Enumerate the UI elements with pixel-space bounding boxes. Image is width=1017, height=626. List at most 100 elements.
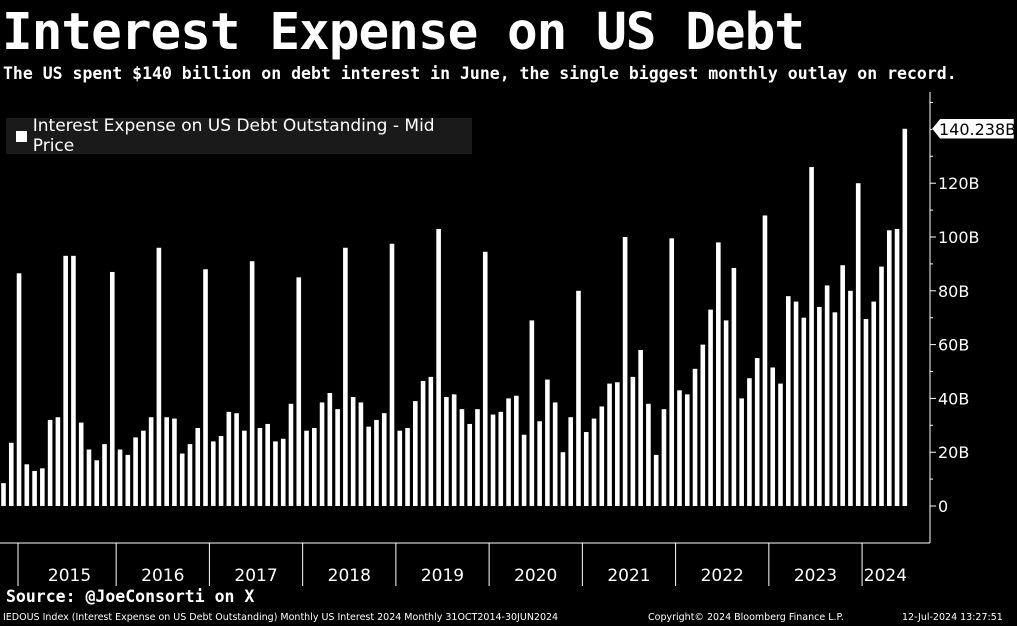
bar [692, 368, 698, 506]
bar [16, 273, 22, 506]
bar [436, 228, 441, 506]
bar [249, 261, 255, 506]
bar [141, 430, 146, 506]
bar [366, 426, 371, 506]
bar [824, 285, 830, 506]
last-value-label: 140.238B [939, 120, 1016, 139]
bar [226, 411, 232, 506]
bar [894, 228, 900, 506]
x-tick-label: 2019 [421, 566, 464, 586]
bar [343, 247, 348, 506]
bar [172, 418, 177, 506]
bar [164, 417, 169, 506]
bar [879, 266, 884, 506]
bar [459, 409, 465, 506]
bar [218, 436, 224, 506]
bar [521, 434, 527, 506]
bar [203, 269, 208, 506]
bar [86, 449, 92, 506]
bar [754, 358, 760, 506]
bar [125, 454, 131, 506]
bar [646, 403, 651, 506]
y-tick-label: 60B [938, 336, 969, 355]
bar [397, 430, 403, 506]
bar [653, 454, 659, 506]
bar [591, 418, 597, 506]
bar [350, 397, 356, 506]
x-tick-label: 2017 [234, 566, 277, 586]
bar [886, 230, 892, 506]
bar [234, 413, 239, 506]
bar [444, 397, 449, 506]
bar [24, 464, 30, 506]
bar [179, 453, 185, 506]
bar [778, 383, 783, 506]
bar [327, 393, 333, 506]
bar [677, 390, 682, 506]
bar [708, 309, 713, 506]
bar [71, 255, 76, 506]
bar [482, 251, 488, 506]
last-value-callout [931, 118, 1015, 140]
chart-title: Interest Expense on US Debt [2, 3, 805, 62]
bar [265, 423, 270, 506]
bar [716, 242, 721, 506]
timestamp: 12-Jul-2024 13:27:51 [902, 612, 1003, 623]
bar [809, 167, 814, 506]
x-tick-label: 2022 [701, 566, 744, 586]
copyright: Copyright© 2024 Bloomberg Finance L.P. [648, 612, 844, 623]
y-tick-label: 80B [938, 282, 969, 301]
bar [304, 430, 309, 506]
bar [148, 417, 154, 506]
bar [102, 444, 107, 506]
bar [545, 379, 550, 506]
bar [40, 468, 45, 506]
bar [381, 413, 387, 506]
bar [156, 247, 162, 506]
bar [63, 255, 68, 506]
bar [762, 215, 768, 507]
bar [863, 319, 869, 506]
bar [793, 301, 799, 506]
legend-label: Interest Expense on US Debt Outstanding … [32, 116, 435, 156]
bar [389, 243, 395, 506]
bar [451, 394, 457, 506]
bar [848, 290, 853, 506]
bar [506, 398, 511, 506]
source-credit: Source: @JoeConsorti on X [6, 587, 255, 606]
bar [576, 290, 581, 506]
y-tick-label: 0 [938, 497, 948, 516]
bar [661, 409, 667, 506]
bar [319, 402, 325, 506]
bar [117, 449, 123, 506]
bar [770, 367, 776, 506]
bar [739, 398, 744, 506]
bar [529, 320, 535, 506]
bar [374, 419, 379, 506]
bar [630, 376, 636, 506]
bar [552, 402, 558, 506]
bar [288, 403, 294, 506]
bar [599, 406, 605, 506]
bar [498, 411, 504, 506]
bar [723, 320, 729, 506]
bar [467, 423, 472, 506]
bar [335, 409, 340, 506]
x-tick-label: 2018 [328, 566, 371, 586]
bar [187, 444, 193, 506]
bar [817, 306, 822, 506]
bar [902, 128, 908, 507]
bar [280, 438, 286, 506]
bar [405, 427, 410, 506]
bar [490, 414, 496, 506]
bar [8, 442, 14, 506]
bar [832, 312, 838, 506]
x-tick-label: 2021 [607, 566, 650, 586]
bar [801, 317, 807, 506]
bar [242, 430, 247, 506]
y-tick-label: 120B [938, 174, 980, 193]
y-tick-label: 20B [938, 443, 969, 462]
x-tick-label: 2020 [514, 566, 557, 586]
bar [94, 460, 100, 506]
